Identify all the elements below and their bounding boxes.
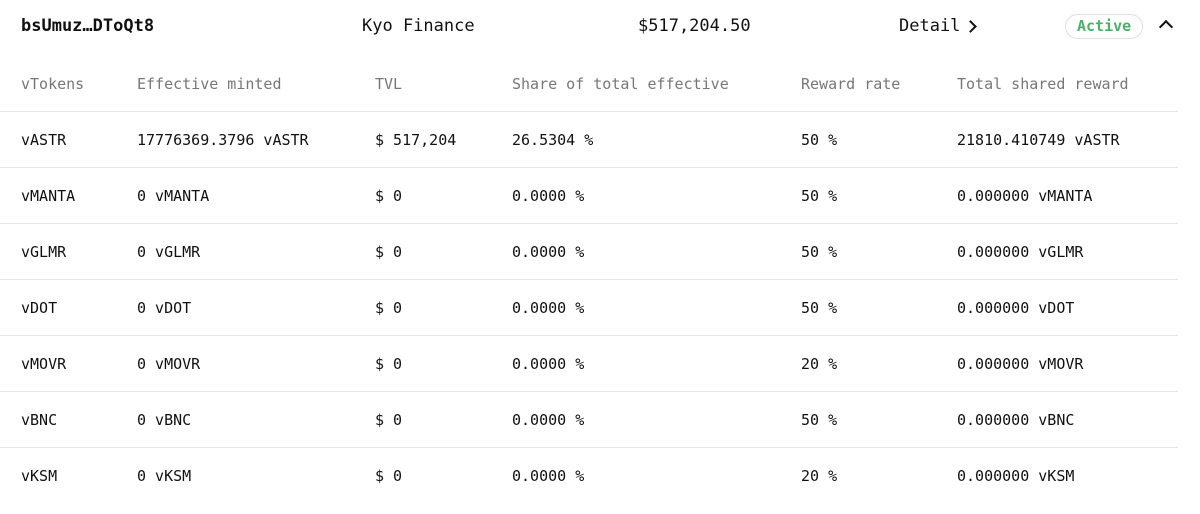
reward-rate-cell: 20 % [801,355,838,373]
effective-minted-cell: 17776369.3796 vASTR [137,131,309,149]
detail-label: Detail [899,16,961,36]
total-reward-cell: 0.000000 vBNC [957,411,1075,429]
share-cell: 0.0000 % [512,243,585,261]
effective-minted-cell: 0 vDOT [137,299,192,317]
token-cell: vKSM [21,467,58,485]
detail-link[interactable]: Detail [899,0,978,52]
total-reward-cell: 0.000000 vMANTA [957,187,1093,205]
total-tvl: $517,204.50 [638,16,751,36]
total-reward-cell: 0.000000 vDOT [957,299,1075,317]
effective-minted-cell: 0 vBNC [137,411,192,429]
tvl-cell: $ 0 [375,243,403,261]
table-row: vKSM 0 vKSM $ 0 0.0000 % 20 % 0.000000 v… [0,448,1178,504]
column-header: TVL [375,75,403,93]
status-badge: Active [1065,14,1144,39]
share-cell: 0.0000 % [512,355,585,373]
tvl-cell: $ 0 [375,355,403,373]
project-name: Kyo Finance [362,16,475,36]
total-reward-cell: 21810.410749 vASTR [957,131,1120,149]
table-row: vMOVR 0 vMOVR $ 0 0.0000 % 20 % 0.000000… [0,336,1178,392]
effective-minted-cell: 0 vGLMR [137,243,201,261]
token-cell: vDOT [21,299,58,317]
reward-rate-cell: 50 % [801,243,838,261]
tvl-cell: $ 0 [375,187,403,205]
token-cell: vASTR [21,131,67,149]
column-header: Reward rate [801,75,901,93]
table-header-row: vTokens Effective minted TVL Share of to… [0,56,1178,112]
column-header: Share of total effective [512,75,729,93]
reward-rate-cell: 20 % [801,467,838,485]
share-cell: 0.0000 % [512,411,585,429]
share-cell: 0.0000 % [512,187,585,205]
table-row: vDOT 0 vDOT $ 0 0.0000 % 50 % 0.000000 v… [0,280,1178,336]
effective-minted-cell: 0 vMOVR [137,355,201,373]
table-row: vMANTA 0 vMANTA $ 0 0.0000 % 50 % 0.0000… [0,168,1178,224]
token-cell: vMOVR [21,355,67,373]
chevron-right-icon [964,20,978,33]
tvl-cell: $ 0 [375,411,403,429]
total-reward-cell: 0.000000 vKSM [957,467,1075,485]
share-cell: 0.0000 % [512,467,585,485]
reward-rate-cell: 50 % [801,187,838,205]
table-row: vBNC 0 vBNC $ 0 0.0000 % 50 % 0.000000 v… [0,392,1178,448]
column-header: vTokens [21,75,85,93]
token-cell: vMANTA [21,187,76,205]
reward-rate-cell: 50 % [801,131,838,149]
token-cell: vBNC [21,411,58,429]
tvl-cell: $ 0 [375,467,403,485]
table-row: vGLMR 0 vGLMR $ 0 0.0000 % 50 % 0.000000… [0,224,1178,280]
token-cell: vGLMR [21,243,67,261]
column-header: Effective minted [137,75,282,93]
share-cell: 0.0000 % [512,299,585,317]
reward-rate-cell: 50 % [801,411,838,429]
reward-rate-cell: 50 % [801,299,838,317]
effective-minted-cell: 0 vKSM [137,467,192,485]
tvl-cell: $ 517,204 [375,131,457,149]
table-row: vASTR 17776369.3796 vASTR $ 517,204 26.5… [0,112,1178,168]
total-reward-cell: 0.000000 vMOVR [957,355,1084,373]
column-header: Total shared reward [957,75,1129,93]
pool-header: bsUmuz…DToQt8 Kyo Finance $517,204.50 De… [0,0,1200,52]
chevron-up-icon[interactable] [1158,19,1174,35]
total-reward-cell: 0.000000 vGLMR [957,243,1084,261]
share-cell: 26.5304 % [512,131,594,149]
tvl-cell: $ 0 [375,299,403,317]
pool-address: bsUmuz…DToQt8 [21,16,155,36]
effective-minted-cell: 0 vMANTA [137,187,210,205]
vtokens-table: vTokens Effective minted TVL Share of to… [0,56,1178,504]
